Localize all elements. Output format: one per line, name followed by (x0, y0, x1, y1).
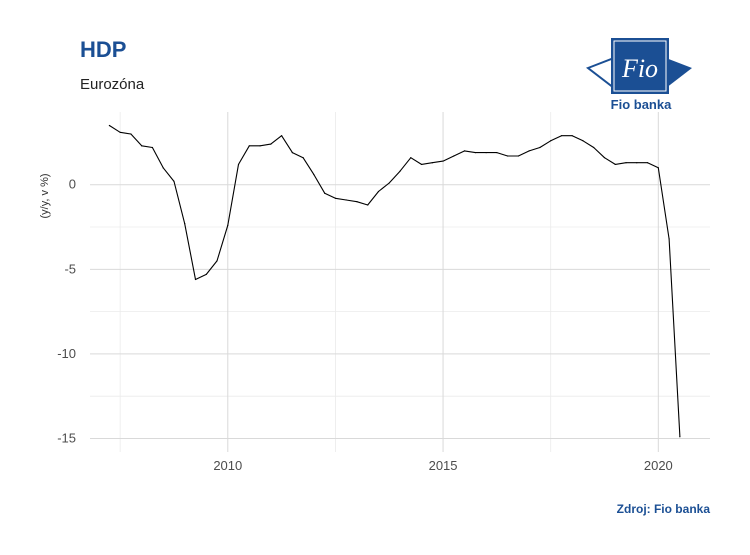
y-tick-label: -5 (64, 261, 76, 276)
data-point (496, 151, 498, 154)
data-point (356, 201, 358, 203)
data-point (119, 131, 121, 133)
data-point (227, 224, 229, 226)
data-point (560, 135, 563, 137)
fio-logo-icon: Fio (585, 38, 692, 94)
data-point (625, 162, 627, 164)
series-line (109, 125, 681, 437)
data-point (679, 436, 681, 438)
y-axis-label: (y/y, v %) (39, 173, 51, 218)
data-point (216, 260, 218, 262)
data-point (571, 135, 573, 137)
data-point (334, 197, 337, 199)
data-point (248, 145, 250, 147)
series (108, 124, 681, 438)
data-point (636, 162, 638, 164)
data-point (108, 124, 110, 127)
data-point (593, 146, 595, 149)
y-tick-label: 0 (69, 177, 76, 192)
data-point (345, 199, 347, 201)
chart-subtitle: Eurozóna (80, 76, 145, 93)
data-point (646, 162, 649, 164)
data-point (420, 163, 423, 166)
data-point (302, 157, 304, 159)
logo-mark-text: Fio (621, 54, 658, 83)
data-point (603, 157, 606, 159)
logo-name: Fio banka (610, 97, 672, 112)
data-point (388, 182, 390, 184)
data-point (528, 150, 530, 152)
data-point (614, 163, 616, 166)
data-point (410, 157, 412, 159)
grid (90, 112, 710, 452)
data-point (270, 143, 272, 145)
data-point (367, 204, 369, 206)
data-point (237, 163, 240, 166)
source-note: Zdroj: Fio banka (616, 502, 710, 516)
data-point (539, 146, 541, 149)
data-point (399, 170, 401, 172)
y-tick-label: -10 (57, 346, 76, 361)
data-point (582, 140, 584, 142)
data-point (474, 151, 476, 154)
data-point (173, 180, 175, 182)
data-point (194, 278, 197, 281)
data-point (463, 150, 466, 152)
data-point (657, 167, 659, 169)
data-point (184, 223, 186, 225)
data-point (162, 167, 164, 169)
data-point (259, 145, 261, 147)
data-point (517, 155, 520, 157)
data-point (377, 190, 380, 193)
fio-banka-logo: Fio (584, 36, 696, 116)
data-point (431, 162, 433, 164)
data-point (280, 135, 283, 137)
data-point (313, 173, 315, 176)
data-point (291, 151, 293, 154)
data-point (550, 140, 552, 142)
x-tick-label: 2015 (429, 458, 458, 473)
data-point (507, 155, 509, 157)
data-point (205, 273, 207, 275)
x-tick-label: 2010 (213, 458, 242, 473)
data-point (324, 192, 326, 194)
data-point (485, 151, 487, 154)
data-point (141, 145, 143, 147)
data-point (453, 155, 455, 157)
axes: 0 -5 -10 -15 2010 2015 2020 (y/y, v %) (39, 173, 673, 473)
y-tick-label: -15 (57, 430, 76, 445)
chart-title: HDP (80, 37, 127, 62)
data-point (130, 133, 132, 135)
data-point (442, 160, 444, 162)
x-tick-label: 2020 (644, 458, 673, 473)
data-point (151, 146, 154, 149)
data-point (668, 238, 670, 240)
